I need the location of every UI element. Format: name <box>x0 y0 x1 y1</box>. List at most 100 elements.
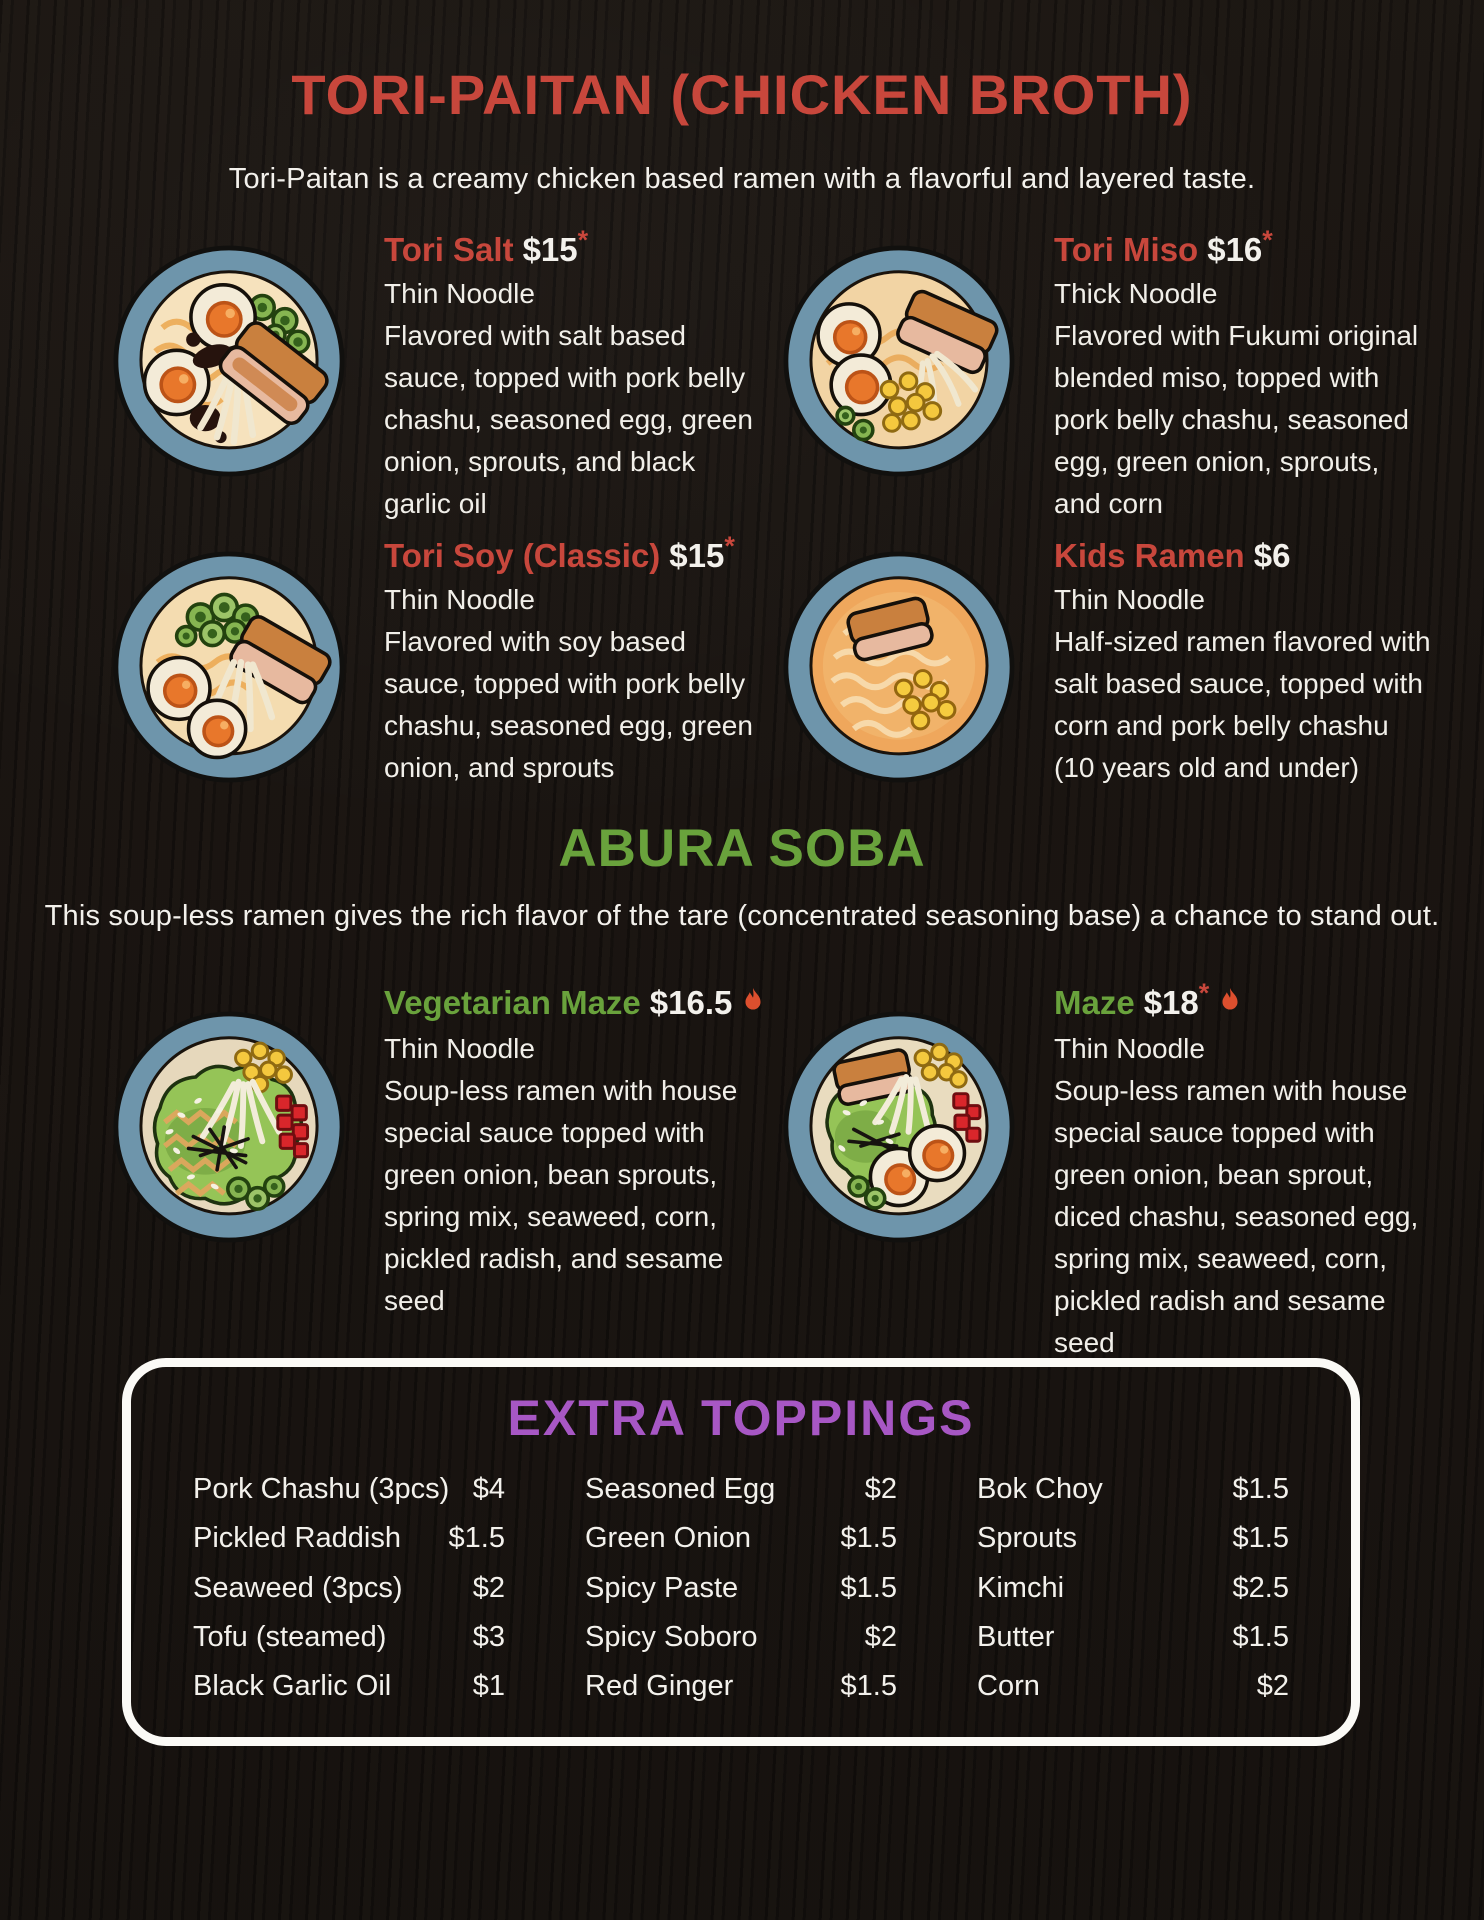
item-description: Flavored with Fukumi original blended mi… <box>1054 319 1419 519</box>
topping-name: Spicy Paste <box>585 1571 739 1604</box>
topping-row: Spicy Paste $1.5 <box>585 1572 897 1605</box>
item-description: Flavored with soy based sauce, topped wi… <box>384 625 753 783</box>
item-noodle-type: Thin Noodle <box>384 277 535 309</box>
item-name: Tori Miso <box>1054 231 1199 268</box>
topping-row: Corn $2 <box>977 1670 1289 1703</box>
green-onion-pile <box>174 592 260 648</box>
spicy-flame-icon <box>742 983 764 1028</box>
vegetarian-maze-bowl-illustration <box>110 1008 348 1246</box>
green-onion-rings <box>226 1175 286 1211</box>
menu-item-kids-ramen: Kids Ramen $6 Thin Noodle Half-sized rame… <box>780 528 1440 789</box>
item-price: $16 <box>1207 231 1263 268</box>
sesame-seeds <box>838 1100 894 1152</box>
topping-row: Pickled Raddish $1.5 <box>193 1522 505 1555</box>
section-description-abura-soba: This soup-less ramen gives the rich flav… <box>44 900 1440 932</box>
item-title: Tori Salt $15* <box>384 222 762 273</box>
topping-price: $4 <box>472 1473 505 1505</box>
topping-name: Butter <box>977 1621 1055 1654</box>
menu-item-tori-soy: Tori Soy (Classic) $15* Thin Noodle Flavo… <box>110 528 770 789</box>
topping-name: Red Ginger <box>585 1670 734 1703</box>
price-asterisk: * <box>577 225 589 255</box>
toppings-column-3: Bok Choy $1.5 Sprouts $1.5 Kimchi $2.5 Butt… <box>977 1473 1289 1704</box>
item-price: $15 <box>522 231 578 268</box>
topping-price: $1 <box>472 1670 505 1703</box>
seaweed-strips <box>186 1125 250 1172</box>
topping-price: $1.5 <box>840 1571 897 1604</box>
corn-kernels <box>234 1041 293 1094</box>
topping-name: Kimchi <box>977 1571 1065 1604</box>
topping-price: $2 <box>1256 1670 1289 1703</box>
topping-price: $1.5 <box>840 1522 897 1555</box>
topping-name: Sprouts <box>977 1522 1077 1555</box>
pickled-radish-cubes <box>275 1094 310 1159</box>
topping-name: Pork Chashu (3pcs) <box>193 1473 450 1505</box>
green-onion-rings <box>847 1175 887 1210</box>
price-asterisk: * <box>1262 225 1273 255</box>
topping-price: $1.5 <box>840 1670 897 1703</box>
menu-item-tori-miso: Tori Miso $16* Thick Noodle Flavored with… <box>780 222 1440 525</box>
item-description: Flavored with salt based sauce, topped w… <box>384 319 753 519</box>
topping-row: Tofu (steamed) $3 <box>193 1621 505 1654</box>
topping-name: Seaweed (3pcs) <box>193 1571 403 1604</box>
item-title: Vegetarian Maze $16.5 <box>384 975 762 1028</box>
item-description: Soup-less ramen with house special sauce… <box>384 1074 738 1316</box>
topping-row: Pork Chashu (3pcs) $4 <box>193 1473 505 1506</box>
menu-item-maze: Maze $18* Thin Noodle Soup-less ramen wit… <box>780 975 1440 1364</box>
extra-toppings-title: EXTRA TOPPINGS <box>507 1390 975 1446</box>
topping-price: $2 <box>472 1571 505 1604</box>
topping-price: $2 <box>864 1473 897 1505</box>
topping-row: Black Garlic Oil $1 <box>193 1670 505 1703</box>
item-description: Soup-less ramen with house special sauce… <box>1054 1074 1419 1358</box>
kids-ramen-bowl-illustration <box>780 548 1018 786</box>
topping-name: Green Onion <box>585 1522 752 1555</box>
topping-price: $2 <box>864 1621 897 1654</box>
topping-row: Kimchi $2.5 <box>977 1572 1289 1605</box>
topping-row: Sprouts $1.5 <box>977 1522 1289 1555</box>
extra-toppings-table: Pork Chashu (3pcs) $4 Pickled Raddish $1.5… <box>193 1473 1289 1704</box>
topping-name: Pickled Raddish <box>193 1522 401 1555</box>
item-name: Tori Salt <box>384 231 514 268</box>
pickled-radish-cubes <box>952 1092 982 1143</box>
item-title: Maze $18* <box>1054 975 1432 1028</box>
topping-name: Spicy Soboro <box>585 1621 758 1654</box>
tori-soy-bowl-illustration <box>110 548 348 786</box>
item-noodle-type: Thick Noodle <box>1054 277 1218 309</box>
topping-row: Butter $1.5 <box>977 1621 1289 1654</box>
item-price: $16.5 <box>649 984 733 1021</box>
topping-price: $1.5 <box>1232 1522 1289 1555</box>
topping-price: $2.5 <box>1232 1571 1289 1604</box>
toppings-column-1: Pork Chashu (3pcs) $4 Pickled Raddish $1.5… <box>193 1473 505 1704</box>
topping-row: Seasoned Egg $2 <box>585 1473 897 1506</box>
topping-row: Red Ginger $1.5 <box>585 1670 897 1703</box>
menu-item-tori-salt: Tori Salt $15* Thin Noodle Flavored with … <box>110 222 770 525</box>
item-price: $18 <box>1143 984 1199 1021</box>
topping-name: Corn <box>977 1670 1040 1703</box>
section-title-tori-paitan: TORI-PAITAN (CHICKEN BROTH) <box>291 63 1193 126</box>
topping-row: Seaweed (3pcs) $2 <box>193 1572 505 1605</box>
item-title: Tori Soy (Classic) $15* <box>384 528 762 579</box>
item-name: Kids Ramen <box>1054 537 1245 574</box>
extra-toppings-box: EXTRA TOPPINGS Pork Chashu (3pcs) $4 Pick… <box>122 1358 1360 1746</box>
topping-price: $3 <box>472 1621 505 1654</box>
item-noodle-type: Thin Noodle <box>384 1032 535 1064</box>
item-noodle-type: Thin Noodle <box>384 583 535 615</box>
item-description: Half-sized ramen flavored with salt base… <box>1054 625 1431 783</box>
item-noodle-type: Thin Noodle <box>1054 583 1205 615</box>
item-price: $15 <box>669 537 725 574</box>
item-name: Maze <box>1054 984 1135 1021</box>
green-onion-rings <box>835 405 875 442</box>
corn-kernels <box>893 669 957 731</box>
topping-name: Black Garlic Oil <box>193 1670 392 1703</box>
item-noodle-type: Thin Noodle <box>1054 1032 1205 1064</box>
seaweed-strips <box>847 1127 901 1153</box>
topping-row: Bok Choy $1.5 <box>977 1473 1289 1506</box>
price-asterisk: * <box>1198 978 1210 1008</box>
menu-item-vegetarian-maze: Vegetarian Maze $16.5 Thin Noodle Soup-le… <box>110 975 770 1322</box>
spicy-flame-icon <box>1219 983 1241 1028</box>
topping-price: $1.5 <box>1232 1473 1289 1505</box>
item-name: Vegetarian Maze <box>384 984 641 1021</box>
topping-row: Spicy Soboro $2 <box>585 1621 897 1654</box>
topping-name: Bok Choy <box>977 1473 1103 1505</box>
maze-bowl-illustration <box>780 1008 1018 1246</box>
